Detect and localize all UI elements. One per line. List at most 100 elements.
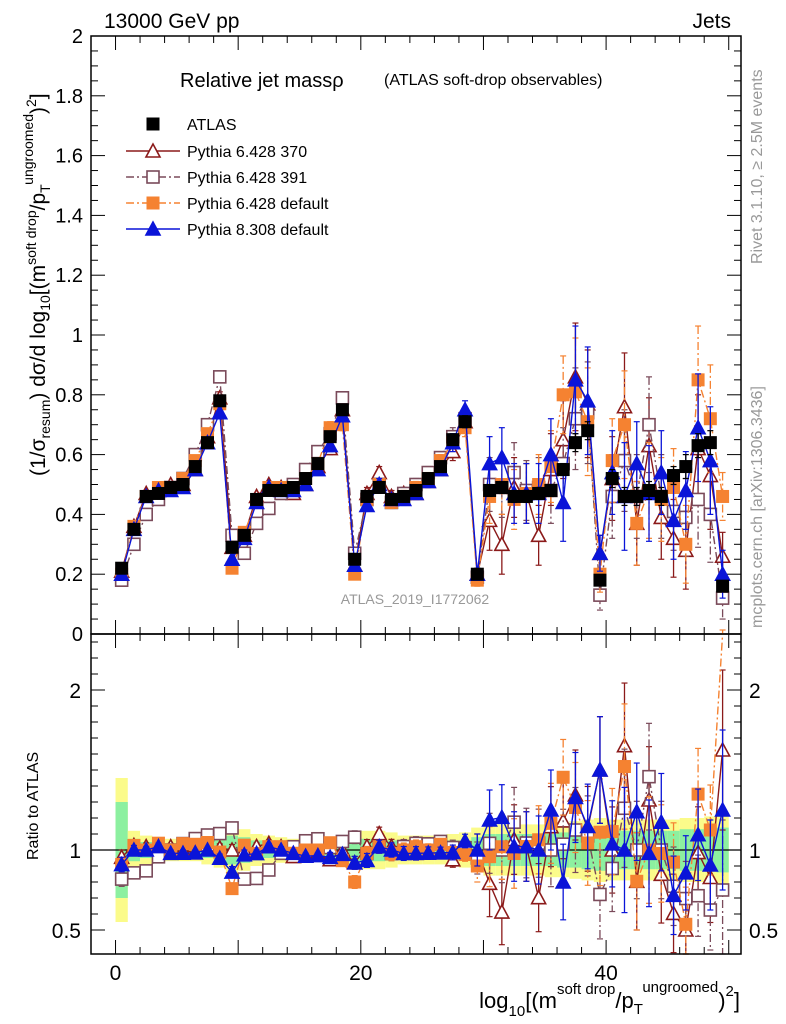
ratio-point: [458, 848, 472, 862]
ratio-point: [456, 832, 474, 848]
ratio-panel: 0.5 0.51 12 20 20 40 Ratio to ATLAS log10[(ms…: [25, 629, 778, 1020]
watermark: ATLAS_2019_I1772062: [341, 591, 490, 607]
ratio-point: [518, 837, 535, 854]
data-point: [703, 436, 717, 450]
data-point: [360, 489, 374, 503]
ratio-point: [162, 844, 180, 861]
ratio-point: [407, 844, 425, 861]
ratio-point: [225, 821, 239, 835]
main-y-tick-label: 0.4: [55, 504, 83, 526]
ratio-point: [348, 875, 362, 889]
data-point: [274, 483, 288, 497]
data-point: [617, 418, 631, 432]
data-point: [568, 436, 582, 450]
data-point: [250, 492, 264, 506]
x-tick-label: 20: [349, 962, 372, 985]
main-y-tick-label: 1.6: [55, 146, 83, 168]
ratio-point: [311, 831, 325, 846]
data-point: [139, 489, 153, 503]
ratio-point: [689, 826, 707, 842]
ratio-point: [567, 788, 584, 805]
data-point: [213, 394, 227, 408]
ratio-point: [186, 844, 204, 860]
ratio-y-tick-label-left: 1: [69, 840, 81, 863]
data-point: [237, 528, 251, 542]
ratio-point: [603, 835, 621, 851]
data-point: [446, 433, 460, 447]
ratio-point: [556, 770, 570, 784]
ratio-point: [199, 841, 216, 857]
data-point: [225, 528, 239, 543]
main-series-0: [115, 394, 730, 593]
ratio-point: [309, 846, 327, 863]
data-point: [311, 457, 325, 471]
ratio-point: [628, 803, 646, 819]
data-point: [593, 573, 607, 587]
data-point: [554, 493, 572, 510]
data-point: [456, 401, 474, 417]
main-y-tick-label: 2: [72, 26, 83, 48]
ratio-point: [248, 844, 265, 861]
ratio-point: [702, 856, 719, 872]
data-point: [323, 430, 337, 444]
data-point: [495, 480, 509, 494]
data-point: [642, 417, 656, 432]
data-point: [642, 483, 656, 497]
ratio-point: [150, 837, 167, 854]
ratio-point: [542, 801, 560, 817]
data-point: [630, 516, 644, 530]
ratio-y-tick-label-left: 2: [69, 680, 81, 703]
ratio-point: [260, 837, 278, 854]
x-tick-label: 40: [594, 962, 617, 985]
ratio-series-4: [113, 716, 731, 936]
ratio-point: [481, 874, 498, 891]
ratio-series-layer: [113, 629, 731, 955]
data-point: [286, 480, 300, 494]
ratio-point: [235, 846, 253, 862]
data-point: [458, 415, 472, 429]
data-point: [127, 522, 141, 536]
ratio-point: [616, 841, 633, 857]
data-point: [348, 552, 362, 566]
ratio-point: [125, 841, 143, 857]
data-point: [151, 486, 165, 500]
data-point: [677, 481, 695, 498]
ratio-point: [113, 855, 130, 872]
data-point: [237, 546, 252, 561]
ratio-point: [285, 844, 302, 861]
data-point: [483, 483, 497, 497]
data-point: [409, 483, 423, 497]
data-point: [225, 540, 239, 554]
ratio-point: [505, 837, 523, 854]
ratio-point: [272, 841, 290, 857]
data-point: [481, 454, 498, 471]
legend-marker: [144, 220, 162, 236]
x-axis-label: log10[(msoft drop/pTungroomed)2]: [479, 979, 740, 1020]
main-series-layer: [113, 322, 731, 620]
ratio-point: [358, 851, 376, 868]
data-point: [519, 489, 533, 503]
data-point: [493, 448, 511, 465]
data-point: [188, 460, 202, 474]
ratio-point: [593, 887, 607, 902]
data-point: [212, 370, 227, 384]
chart-title: Relative jet massρ: [180, 70, 344, 92]
ratio-point: [347, 830, 362, 845]
legend-marker: [146, 196, 160, 210]
ratio-point: [395, 844, 413, 861]
ratio-y-tick-label-left: 0.5: [52, 920, 81, 943]
legend-marker: [146, 170, 160, 184]
legend-label: ATLAS: [187, 117, 237, 134]
data-point: [679, 537, 693, 551]
data-point: [335, 403, 349, 417]
ratio-point: [383, 841, 400, 857]
data-point: [434, 460, 448, 474]
data-point: [223, 550, 241, 567]
ratio-point: [174, 844, 192, 861]
main-y-axis-label: (1/σresum) dσ/d log10[(msoft drop/pTungr…: [20, 93, 53, 476]
data-point: [617, 489, 631, 503]
data-point: [372, 480, 386, 494]
data-point: [201, 436, 215, 450]
data-point: [311, 444, 325, 459]
